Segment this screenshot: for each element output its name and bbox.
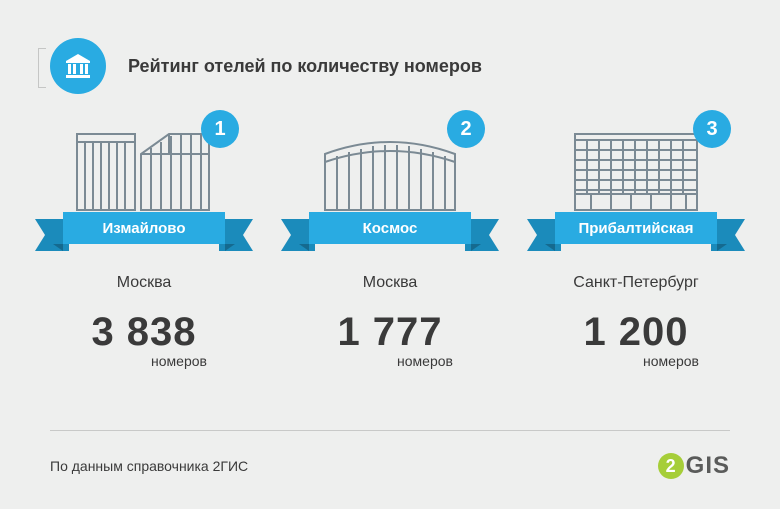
room-unit: номеров	[81, 353, 207, 369]
room-unit: номеров	[573, 353, 699, 369]
hotel-city: Москва	[117, 274, 172, 292]
hotel-name: Прибалтийская	[555, 212, 717, 244]
rank-badge: 1	[201, 110, 239, 148]
room-count: 1 777	[337, 310, 442, 355]
divider	[50, 430, 730, 431]
hotel-city: Москва	[363, 274, 418, 292]
room-unit: номеров	[327, 353, 453, 369]
ribbon: Прибалтийская	[531, 212, 741, 250]
building-icon	[315, 116, 465, 214]
footer: По данным справочника 2ГИС 2 GIS	[50, 452, 730, 480]
logo-digit: 2	[658, 453, 684, 479]
hotel-name: Космос	[309, 212, 471, 244]
hotel-card: 1 Измайлово Мо	[39, 116, 249, 369]
hotel-card: 3	[531, 116, 741, 369]
hotel-name: Измайлово	[63, 212, 225, 244]
header: Рейтинг отелей по количеству номеров	[50, 38, 482, 94]
page-title: Рейтинг отелей по количеству номеров	[128, 56, 482, 77]
hotel-card: 2 Космос Москва 1 777 номеров	[285, 116, 495, 369]
logo-text: GIS	[686, 452, 730, 480]
logo-2gis: 2 GIS	[658, 452, 730, 480]
hotel-cards: 1 Измайлово Мо	[0, 116, 780, 369]
building-icon	[561, 116, 711, 214]
room-count: 3 838	[91, 310, 196, 355]
rank-badge: 2	[447, 110, 485, 148]
source-text: По данным справочника 2ГИС	[50, 458, 248, 474]
ribbon: Измайлово	[39, 212, 249, 250]
ribbon: Космос	[285, 212, 495, 250]
header-icon-wrapper	[50, 38, 106, 94]
hotel-city: Санкт-Петербург	[573, 274, 698, 292]
bracket-decoration	[38, 48, 46, 88]
room-count: 1 200	[583, 310, 688, 355]
building-columns-icon	[50, 38, 106, 94]
building-icon	[69, 116, 219, 214]
rank-badge: 3	[693, 110, 731, 148]
